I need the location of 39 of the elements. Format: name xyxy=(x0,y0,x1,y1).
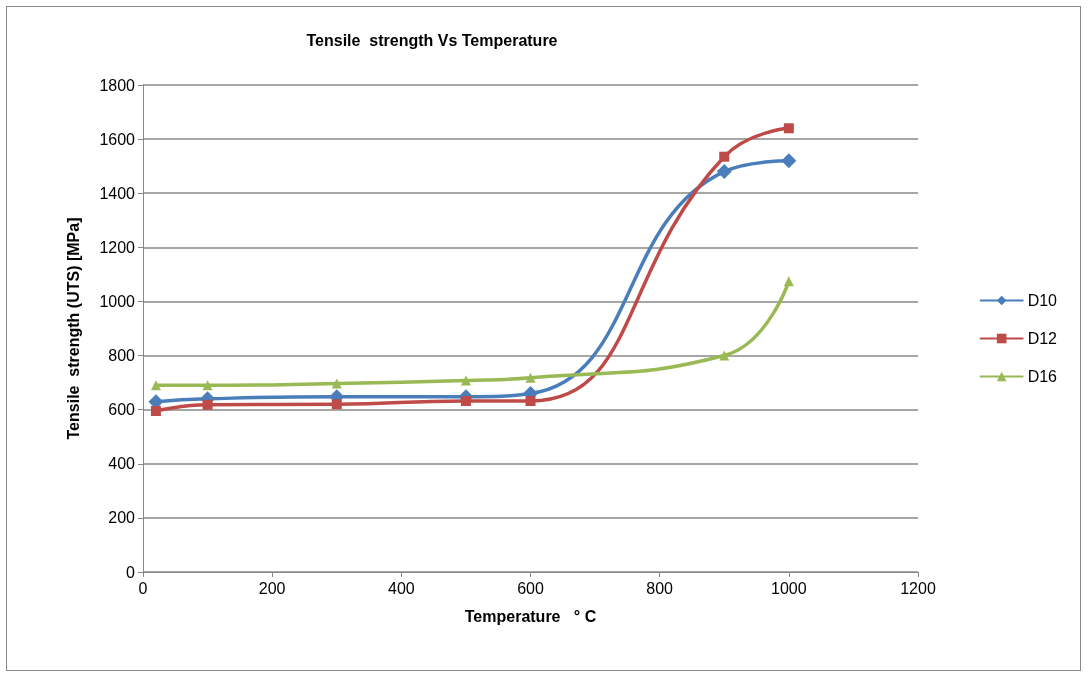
legend-label: D16 xyxy=(1027,368,1058,385)
y-tick-label: 1200 xyxy=(99,238,136,256)
y-tick-label: 200 xyxy=(108,509,136,527)
point xyxy=(719,350,730,361)
x-tick-label: 1200 xyxy=(900,579,936,597)
y-tick-label: 1400 xyxy=(99,184,136,202)
point xyxy=(331,399,342,410)
point xyxy=(202,380,213,391)
x-tick-label: 600 xyxy=(517,579,544,597)
legend-label: D12 xyxy=(1027,330,1058,347)
point xyxy=(783,276,794,287)
x-tick-label: 800 xyxy=(646,579,674,597)
point xyxy=(460,396,471,407)
y-tick-label: 600 xyxy=(108,401,136,419)
point xyxy=(460,375,471,386)
y-tick-label: 1000 xyxy=(99,292,136,310)
y-tick-label: 800 xyxy=(108,347,136,365)
y-tick-label: 400 xyxy=(108,455,136,473)
y-tick-label: 0 xyxy=(126,563,136,581)
point xyxy=(150,406,161,417)
x-tick-label: 0 xyxy=(138,579,148,597)
point xyxy=(150,380,161,391)
point xyxy=(525,372,536,383)
point xyxy=(716,164,732,180)
chart-title: Tensile strength Vs Temperature xyxy=(306,31,558,49)
y-tick-label: 1600 xyxy=(99,130,136,148)
point xyxy=(781,153,797,169)
x-tick-label: 400 xyxy=(387,579,415,597)
y-axis-title: Tensile strength (UTS) [MPa] xyxy=(64,217,82,440)
point xyxy=(331,378,342,389)
point xyxy=(525,396,536,407)
x-tick-label: 200 xyxy=(258,579,286,597)
legend-label: D10 xyxy=(1027,292,1058,309)
point xyxy=(719,151,730,162)
x-axis-title: Temperature ° C xyxy=(464,607,597,625)
point xyxy=(202,399,213,410)
y-tick-label: 1800 xyxy=(99,76,136,94)
x-tick-label: 1000 xyxy=(771,579,807,597)
point xyxy=(783,123,794,134)
